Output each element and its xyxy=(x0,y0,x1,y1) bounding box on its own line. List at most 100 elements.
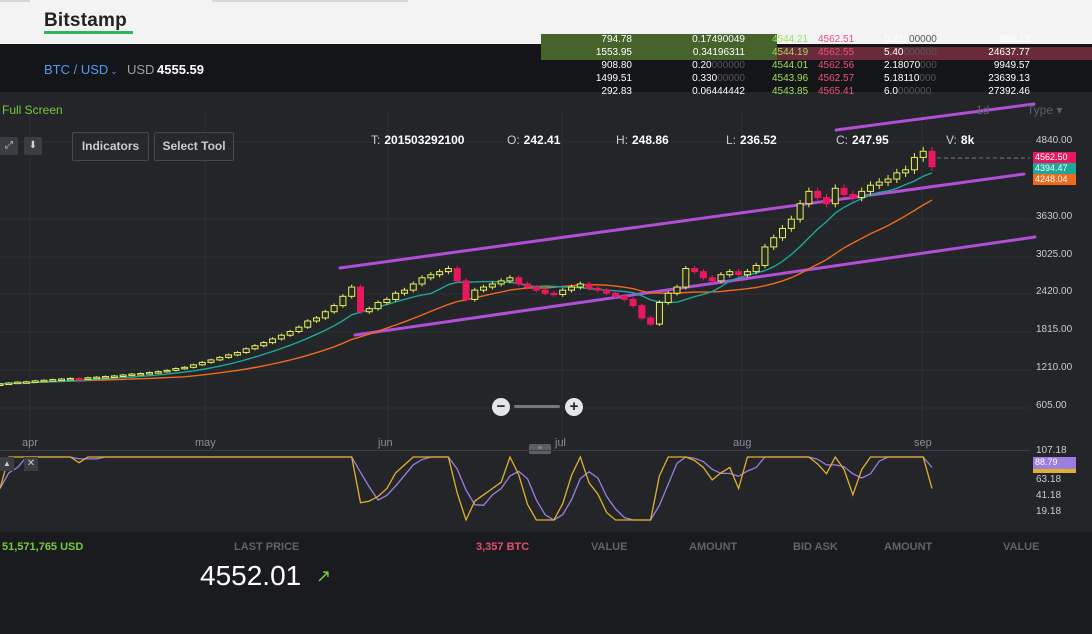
full-screen-link[interactable]: Full Screen xyxy=(2,103,63,117)
candle-body xyxy=(471,289,479,300)
candle-body xyxy=(576,283,584,288)
candle-body xyxy=(770,237,778,248)
x-tick: sep xyxy=(914,437,932,449)
orderbook-row[interactable]: 794.78 0.17490049 4544.21 4562.51 0.2100… xyxy=(541,34,1092,47)
candle-body xyxy=(497,280,505,285)
candle-body xyxy=(480,286,488,291)
trend-lines xyxy=(338,102,1037,337)
candle-body xyxy=(928,150,936,168)
candle-body xyxy=(286,331,294,336)
candle-body xyxy=(207,359,215,363)
chart-area[interactable]: Full Screen 1d Type ▾ ⤢ ⬇ Indicators Sel… xyxy=(0,92,1092,532)
period-selector[interactable]: 1d xyxy=(976,103,990,117)
price-tag-ma-fast: 4394.47 xyxy=(1033,163,1076,174)
last-price-value: 4552.01 xyxy=(200,560,302,591)
candle-body xyxy=(418,277,426,285)
orderbook-header-bid-value: VALUE xyxy=(591,541,628,553)
candle-body xyxy=(110,375,118,378)
candle-body xyxy=(682,268,690,288)
ask-amount-digits: 5.40 xyxy=(884,47,904,58)
candle-body xyxy=(119,374,127,378)
candle-body xyxy=(453,268,461,282)
ask-amount: 2.18070000 xyxy=(884,60,937,71)
zoom-in-button[interactable]: + xyxy=(565,398,583,416)
ohlc-volume: V: 8k xyxy=(946,133,974,147)
candle-body xyxy=(550,292,558,296)
candle-body xyxy=(735,271,743,276)
candle-body xyxy=(14,381,22,385)
candle-body xyxy=(515,277,523,285)
expand-icon[interactable]: ⤢ xyxy=(0,137,18,155)
candle-body xyxy=(436,271,444,276)
bid-price: 4544.19 xyxy=(772,47,809,58)
ask-amount-padding: 000000 xyxy=(903,47,937,58)
trend-line-upper xyxy=(338,172,1026,270)
price-tag-last: 4562.50 xyxy=(1033,152,1076,163)
select-tool-button[interactable]: Select Tool xyxy=(154,132,234,161)
ask-amount: 5.18110000 xyxy=(884,73,936,84)
ohlc-low-value: 236.52 xyxy=(740,133,777,147)
candle-body xyxy=(796,203,804,220)
pair-price: 4555.59 xyxy=(157,62,204,77)
candle-body xyxy=(726,271,734,276)
bid-value: 1499.51 xyxy=(595,73,632,84)
y-tick: 1210.00 xyxy=(1036,362,1073,373)
candle-body xyxy=(866,184,874,192)
ask-amount-padding: 000 xyxy=(920,60,937,71)
pair-selector[interactable]: BTC / USD ⌄ xyxy=(44,62,118,77)
candle-body xyxy=(805,190,813,205)
bid-amount-digits: 0.20 xyxy=(692,60,712,71)
candle-body xyxy=(251,345,259,350)
orderbook-row[interactable]: 292.83 0.06444442 4543.85 4565.41 6.0000… xyxy=(541,86,1092,99)
orderbook-row[interactable]: 1499.51 0.33000000 4543.96 4562.57 5.181… xyxy=(541,73,1092,86)
ask-price: 4562.51 xyxy=(818,34,855,45)
osc-value-tag: 88.79 xyxy=(1033,457,1076,469)
browser-tab-strip xyxy=(212,0,408,2)
bitstamp-logo[interactable]: Bitstamp xyxy=(44,10,127,31)
move-up-icon[interactable]: ▲ xyxy=(0,457,14,471)
ask-value: 958.13 xyxy=(999,34,1030,45)
ohlc-close: C: 247.95 xyxy=(836,133,889,147)
candle-body xyxy=(919,150,927,158)
zoom-slider[interactable] xyxy=(514,405,560,408)
volume-usd: 51,571,765 USD xyxy=(2,541,84,553)
ohlc-high-label: H: xyxy=(616,133,628,147)
ohlc-open-value: 242.41 xyxy=(523,133,561,147)
candle-body xyxy=(154,371,162,374)
candle-body xyxy=(568,286,576,291)
candle-body xyxy=(339,295,347,307)
candle-body xyxy=(137,372,145,376)
indicators-button[interactable]: Indicators xyxy=(72,132,149,161)
candle-body xyxy=(102,376,110,379)
ask-amount-digits: 0.210 xyxy=(884,34,910,45)
price-chart[interactable] xyxy=(0,92,1092,532)
bid-amount: 0.33000000 xyxy=(692,73,745,84)
candle-body xyxy=(743,271,751,276)
caret-down-icon: ▾ xyxy=(1056,103,1063,117)
osc-tag-underline xyxy=(1033,469,1076,473)
candle-body xyxy=(66,377,74,381)
candle-body xyxy=(699,271,707,279)
close-icon[interactable]: ✕ xyxy=(24,457,38,471)
candle-body xyxy=(655,301,663,325)
candle-body xyxy=(0,383,4,386)
candle-body xyxy=(392,292,400,300)
chevron-down-icon: ⌄ xyxy=(110,66,118,76)
orderbook-row[interactable]: 908.80 0.20000000 4544.01 4562.56 2.1807… xyxy=(541,60,1092,73)
chart-type-label: Type xyxy=(1027,103,1054,117)
orderbook-header-bid-amount: AMOUNT xyxy=(689,541,738,553)
candle-body xyxy=(93,376,101,380)
chart-type-selector[interactable]: Type ▾ xyxy=(1027,103,1062,117)
ohlc-open-label: O: xyxy=(507,133,520,147)
orderbook-header-ask-value: VALUE xyxy=(1003,541,1040,553)
candle-body xyxy=(242,348,250,353)
ask-amount-digits: 5.18110 xyxy=(884,73,920,84)
pane-resize-handle[interactable]: ≡ xyxy=(529,444,551,454)
download-icon[interactable]: ⬇ xyxy=(24,137,42,155)
candle-body xyxy=(444,268,452,273)
candle-body xyxy=(348,286,356,297)
candle-body xyxy=(629,298,637,307)
zoom-out-button[interactable]: − xyxy=(492,398,510,416)
candle-body xyxy=(462,280,470,300)
orderbook-row[interactable]: 1553.95 0.34196311 4544.19 4562.55 5.400… xyxy=(541,47,1092,60)
